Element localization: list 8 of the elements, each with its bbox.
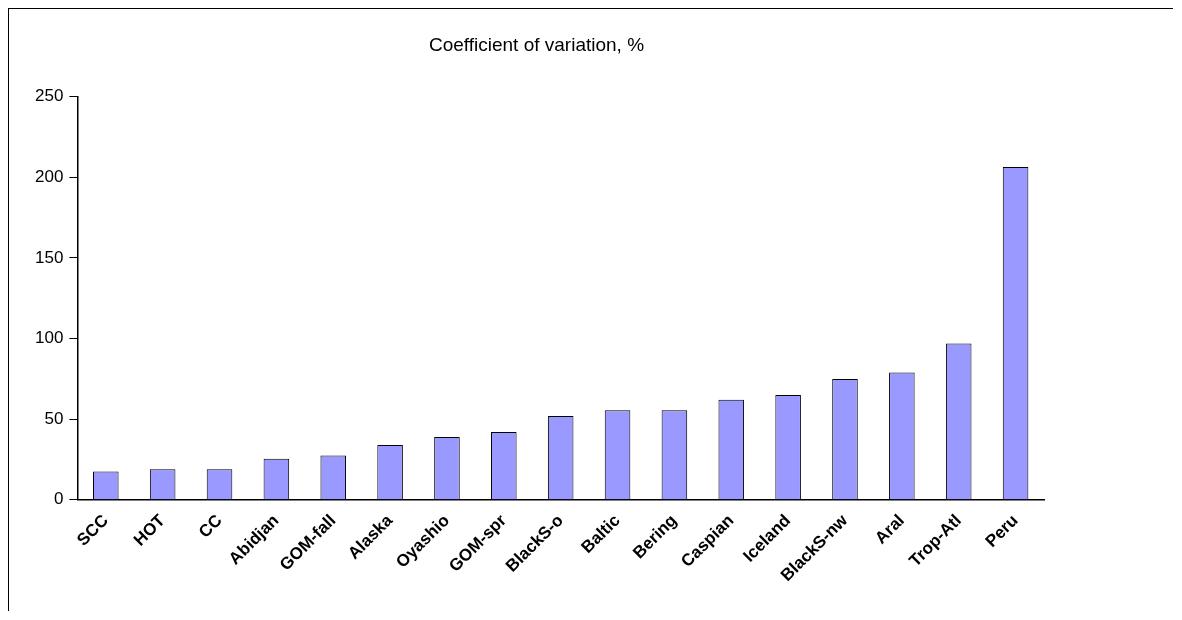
chart-title: Coefficient of variation, %: [428, 33, 645, 55]
y-tick-label: 150: [34, 247, 64, 267]
y-tick-label: 50: [44, 408, 64, 428]
y-tick-label: 200: [34, 167, 64, 187]
y-tick-label: 0: [53, 489, 64, 509]
y-tick-label: 100: [34, 328, 64, 348]
x-tick-label: CC: [194, 510, 226, 542]
y-tick-label: 250: [34, 86, 64, 106]
